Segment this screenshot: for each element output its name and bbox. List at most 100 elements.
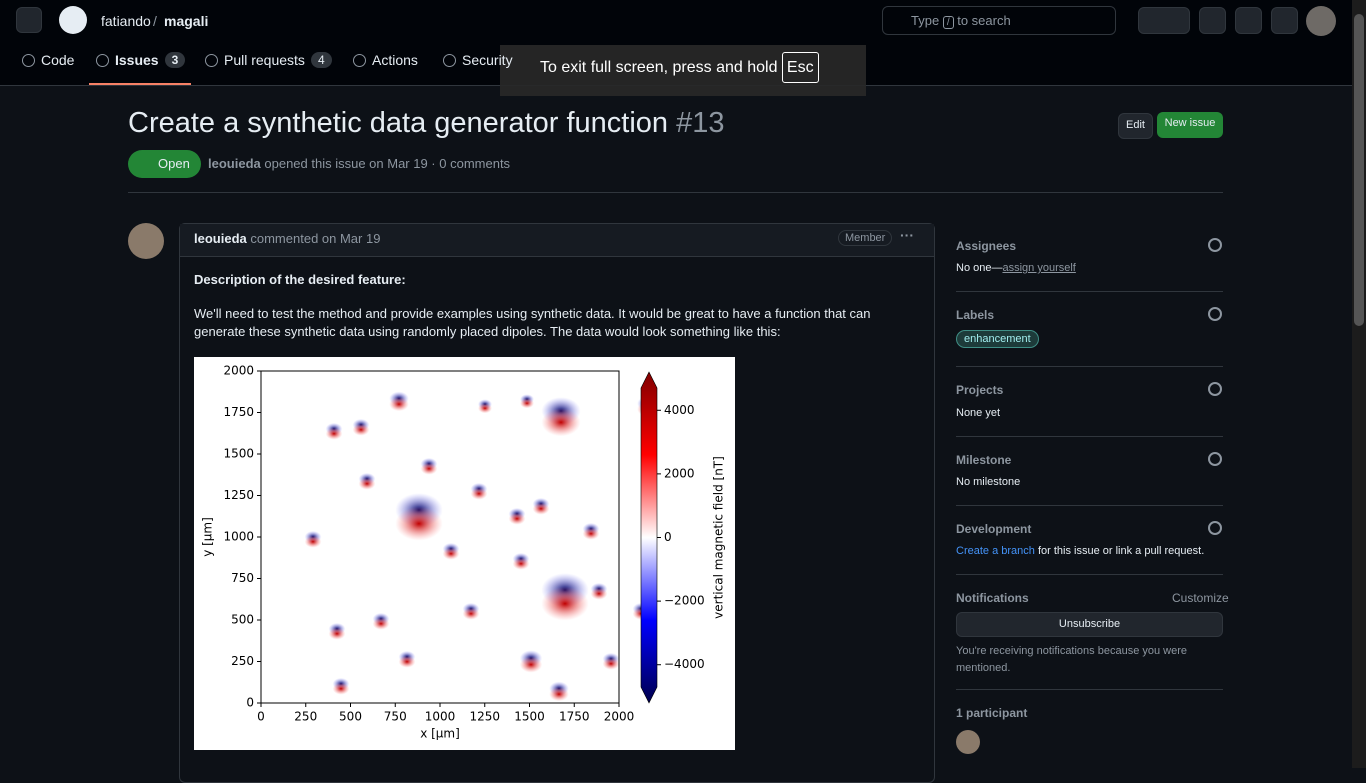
tab-label: Security (462, 52, 513, 68)
scroll-thumb[interactable] (1354, 14, 1364, 326)
settings-gear[interactable] (1208, 521, 1222, 535)
dipole-positive (582, 527, 600, 540)
y-tick-label: 500 (231, 613, 254, 627)
x-tick-label: 500 (339, 710, 362, 724)
colorbar-tick-label: 2000 (664, 466, 695, 480)
dipole-positive (532, 502, 550, 515)
owner[interactable]: fatiando (101, 13, 151, 29)
colorbar-tick-label: −4000 (664, 657, 705, 671)
issue-author[interactable]: leouieda (208, 156, 261, 171)
github-logo[interactable] (59, 6, 87, 34)
sidebar-heading: Notifications (956, 591, 1029, 605)
tab-icon (443, 53, 456, 67)
colorbar-tick-label: 4000 (664, 403, 695, 417)
dipole-positive (304, 535, 322, 548)
colorbar-tick-label: −2000 (664, 594, 705, 608)
settings-gear[interactable] (1208, 452, 1222, 466)
fullscreen-notice: To exit full screen, press and hold Esc (500, 45, 866, 96)
y-tick-label: 2000 (223, 364, 254, 378)
dipole-positive (442, 547, 460, 560)
menu-button[interactable] (16, 7, 42, 33)
settings-gear[interactable] (1208, 238, 1222, 252)
tab-label: Code (41, 52, 75, 68)
tab[interactable]: Pull requests 4 (205, 52, 332, 68)
dipole-positive (470, 487, 488, 500)
divider (956, 689, 1223, 690)
scrollbar (1352, 0, 1366, 768)
new-issue-button[interactable]: New issue (1157, 112, 1223, 138)
comment-author[interactable]: leouieda (194, 231, 247, 246)
issue-meta: leouieda opened this issue on Mar 19 · 0… (208, 156, 510, 171)
divider (956, 291, 1223, 292)
dipole-positive (332, 682, 350, 695)
divider (956, 436, 1223, 437)
inbox-button[interactable] (1271, 7, 1298, 34)
sidebar-heading: Development (956, 522, 1032, 536)
search[interactable]: Type / to search (882, 6, 1116, 35)
dipole-positive (602, 657, 620, 670)
x-tick-label: 750 (384, 710, 407, 724)
assign-yourself[interactable]: assign yourself (1002, 262, 1076, 274)
dipole-positive (541, 408, 581, 437)
dipole-positive (372, 617, 390, 630)
divider (956, 574, 1223, 575)
dipole-positive (508, 512, 526, 525)
projects-value: None yet (956, 407, 1001, 419)
divider (956, 366, 1223, 367)
label-chip[interactable]: enhancement (956, 330, 1039, 348)
customize[interactable]: Customize (1172, 591, 1229, 605)
sidebar-heading: Assignees (956, 239, 1017, 253)
development-value: Create a branch for this issue or link a… (956, 545, 1204, 557)
y-tick-label: 0 (246, 696, 254, 710)
notice-key: Esc (781, 52, 819, 83)
create-branch[interactable]: Create a branch (956, 545, 1035, 557)
dipole-positive (395, 506, 443, 541)
participant-avatar[interactable] (956, 730, 980, 754)
x-tick-label: 1500 (514, 710, 545, 724)
repo[interactable]: magali (164, 13, 209, 29)
tab-label: Pull requests (224, 52, 305, 68)
x-tick-label: 2000 (604, 710, 635, 724)
dipole-positive (520, 398, 534, 409)
comment-date: commented on Mar 19 (250, 231, 381, 246)
search-key: / (942, 16, 954, 29)
x-tick-label: 1750 (559, 710, 590, 724)
unsubscribe-button[interactable]: Unsubscribe (956, 612, 1223, 637)
tab[interactable]: Issues 3 (96, 52, 186, 68)
y-axis-label: y [µm] (201, 517, 215, 557)
y-tick-label: 1250 (223, 488, 254, 502)
dipole-positive (328, 627, 346, 640)
y-tick-label: 750 (231, 571, 254, 585)
settings-gear[interactable] (1208, 307, 1222, 321)
assignees-none: No one— (956, 262, 1003, 274)
dipole-positive (478, 403, 492, 414)
participants-heading: 1 participant (956, 706, 1028, 720)
y-tick-label: 1750 (223, 405, 254, 419)
dipole-positive (352, 423, 370, 436)
tab[interactable]: Actions (353, 52, 418, 68)
tab-icon (353, 53, 366, 67)
dipole-positive (590, 587, 608, 600)
avatar[interactable] (1306, 6, 1336, 36)
edit-button[interactable]: Edit (1118, 113, 1153, 139)
tab-label: Actions (372, 52, 418, 68)
tab[interactable]: Code (22, 52, 74, 68)
y-tick-label: 250 (231, 654, 254, 668)
dipole-positive (519, 656, 543, 673)
y-tick-label: 1500 (223, 447, 254, 461)
notification-note: You're receiving notifications because y… (956, 645, 1187, 674)
meta: opened this issue on Mar 19 · 0 comments (264, 156, 511, 171)
settings-gear[interactable] (1208, 382, 1222, 396)
dipole-positive (541, 586, 589, 621)
dipole-positive (325, 427, 343, 440)
create-button[interactable] (1138, 7, 1190, 34)
comment-menu[interactable]: ··· (900, 227, 914, 243)
tab[interactable]: Security (443, 52, 513, 68)
prs-button[interactable] (1235, 7, 1262, 34)
dipole-positive (462, 607, 480, 620)
x-axis-label: x [µm] (420, 727, 460, 741)
figure: 0 250 500 750 1000 1250 1500 1750 2000 0 250 500 750… (194, 357, 735, 750)
issues-button[interactable] (1199, 7, 1226, 34)
comment-heading: Description of the desired feature: (194, 272, 406, 287)
comment-avatar[interactable] (128, 223, 164, 259)
